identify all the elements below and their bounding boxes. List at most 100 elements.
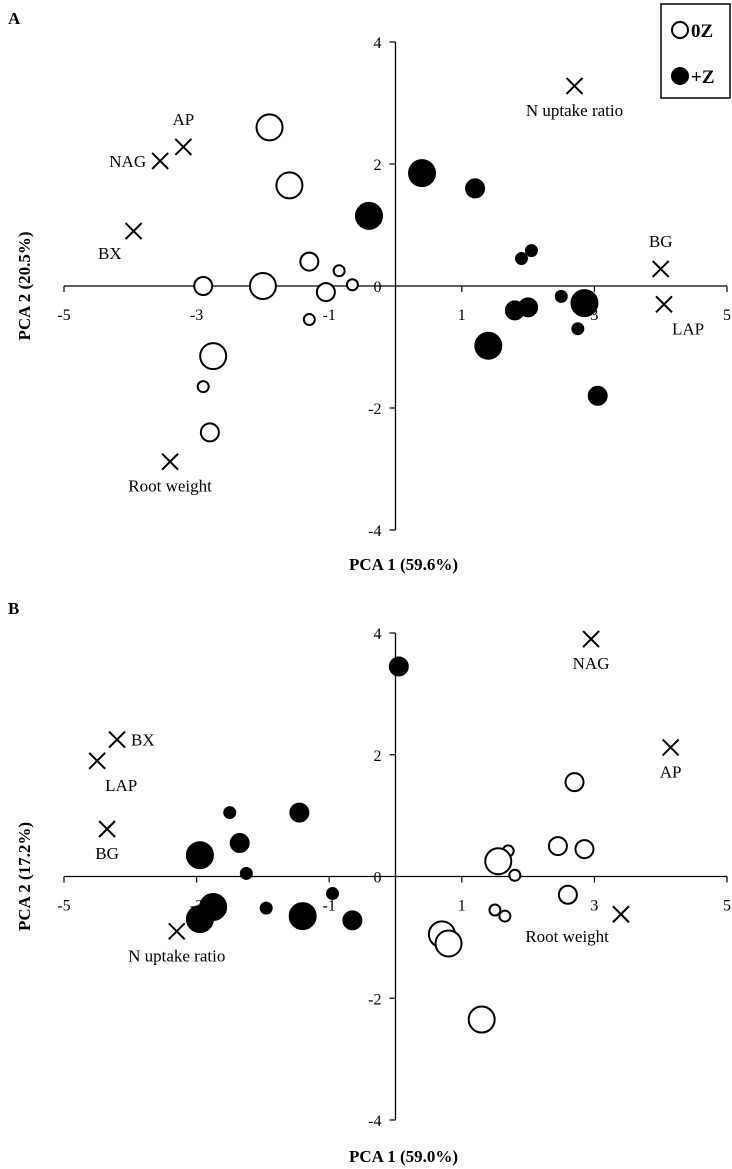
open-point (434, 929, 463, 958)
panel-label: B (8, 599, 19, 618)
x-tick-label: -1 (323, 898, 336, 915)
filled-point (571, 322, 585, 336)
x-tick-label: -3 (190, 307, 203, 324)
open-point (564, 772, 585, 793)
y-tick-label: 2 (374, 748, 382, 765)
loading-label: LAP (105, 776, 137, 795)
y-axis-title: PCA 2 (20.5%) (15, 231, 34, 340)
open-point (199, 422, 220, 443)
panel-label: A (8, 9, 21, 28)
filled-point (474, 331, 503, 360)
legend-box (660, 3, 731, 99)
y-tick-label: 2 (374, 157, 382, 174)
filled-point (223, 806, 237, 820)
x-tick-label: 3 (590, 898, 598, 915)
loading-x-marker (582, 630, 600, 648)
legend: 0Z +Z (660, 3, 731, 99)
x-tick-label: 3 (590, 307, 598, 324)
loading-x-marker (661, 738, 680, 757)
y-tick-label: -4 (368, 1113, 381, 1130)
pca-panel-a: A -5 -3 -1 1 3 5 -4 -2 2 4 0 PCA 1 (59.6%) PCA 2 (20.… (8, 3, 731, 574)
filled-point (388, 656, 409, 677)
filled-point (554, 289, 568, 303)
loading-label: NAG (109, 152, 146, 171)
open-point (498, 909, 512, 923)
open-point (199, 342, 228, 371)
loading-label: BX (131, 731, 155, 750)
y-tick-label: -2 (368, 991, 381, 1008)
loading-label: N uptake ratio (128, 946, 225, 965)
loading-label: N uptake ratio (526, 101, 623, 120)
loading-label: BG (95, 844, 119, 863)
loading-x-marker (88, 752, 106, 770)
x-tick-label: 5 (723, 898, 731, 915)
filled-point (570, 289, 599, 318)
loading-label: NAG (573, 654, 610, 673)
filled-point (229, 833, 250, 854)
open-point (275, 171, 304, 200)
open-point (557, 884, 578, 905)
x-tick-label: -5 (57, 898, 70, 915)
y-tick-label: -4 (368, 523, 381, 540)
open-point (484, 847, 513, 876)
x-tick-label: 5 (723, 307, 731, 324)
y-tick-label: -2 (368, 401, 381, 418)
loading-label: BX (98, 244, 122, 263)
origin-tick-label: 0 (374, 870, 382, 887)
filled-point (524, 244, 538, 258)
legend-label: 0Z (691, 21, 713, 42)
loading-x-marker (108, 730, 126, 749)
open-point (547, 836, 568, 857)
filled-point (354, 201, 383, 230)
loading-x-marker (565, 77, 584, 95)
filled-point (259, 901, 273, 915)
open-point (248, 272, 277, 300)
x-tick-label: -1 (323, 307, 336, 324)
loading-label: LAP (672, 319, 704, 338)
loading-x-marker (655, 295, 673, 314)
filled-point (326, 887, 340, 901)
loading-label: Root weight (525, 927, 609, 946)
filled-point (289, 802, 310, 823)
legend-filled-marker (671, 67, 689, 85)
open-point (193, 276, 214, 296)
open-point (315, 282, 336, 303)
open-point (574, 839, 595, 860)
filled-point (518, 297, 539, 318)
loading-label: AP (172, 110, 194, 129)
open-point (299, 251, 320, 272)
series-z (354, 159, 608, 406)
loading-x-marker (161, 452, 179, 471)
x-axis-title: PCA 1 (59.0%) (349, 1147, 458, 1166)
series-loadings: N uptake ratio AP NAG BX BG LAP Root weight (98, 77, 704, 496)
y-axis-title: PCA 2 (17.2%) (15, 822, 34, 931)
open-point (302, 313, 316, 327)
y-tick-label: 4 (374, 35, 382, 52)
loading-label: BG (649, 232, 673, 251)
series-z (185, 656, 409, 934)
open-point (488, 903, 502, 917)
series-0z (427, 772, 595, 1034)
loading-x-marker (124, 222, 143, 240)
x-tick-label: 1 (458, 307, 466, 324)
filled-point (465, 178, 486, 199)
filled-point (288, 902, 317, 931)
filled-point (587, 385, 608, 406)
filled-point (185, 905, 214, 934)
origin-tick-label: 0 (374, 279, 382, 296)
legend-label: +Z (691, 67, 715, 88)
y-tick-label: 4 (374, 626, 382, 643)
filled-point (185, 841, 214, 870)
open-point (255, 113, 284, 142)
legend-open-marker (671, 21, 689, 39)
filled-point (239, 866, 253, 880)
open-point (332, 264, 346, 278)
x-tick-label: -5 (57, 307, 70, 324)
loading-x-marker (651, 260, 670, 278)
series-loadings: NAG AP BX LAP BG Root weight N uptake ratio (88, 630, 682, 965)
x-tick-label: 1 (458, 898, 466, 915)
loading-label: Root weight (128, 477, 212, 496)
loading-x-marker (98, 820, 116, 838)
loading-x-marker (612, 905, 630, 923)
